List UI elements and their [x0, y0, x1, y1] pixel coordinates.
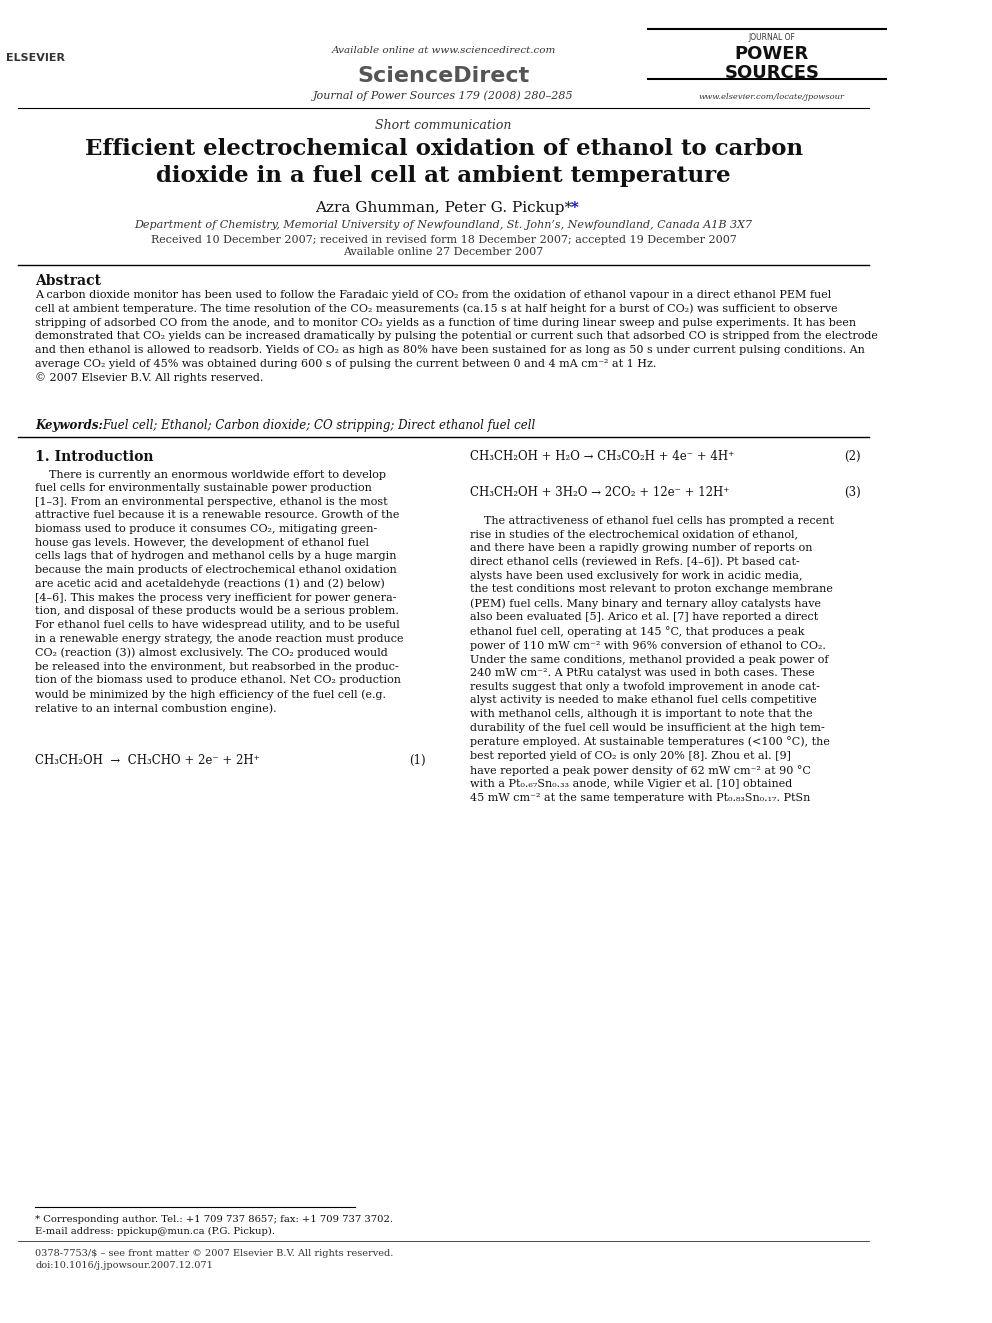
Text: Available online at www.sciencedirect.com: Available online at www.sciencedirect.co…	[331, 46, 556, 56]
Text: CH₃CH₂OH + H₂O → CH₃CO₂H + 4e⁻ + 4H⁺: CH₃CH₂OH + H₂O → CH₃CO₂H + 4e⁻ + 4H⁺	[470, 450, 734, 463]
Text: Azra Ghumman, Peter G. Pickup*: Azra Ghumman, Peter G. Pickup*	[315, 201, 572, 216]
Text: ScienceDirect: ScienceDirect	[357, 66, 530, 86]
Text: ELSEVIER: ELSEVIER	[6, 53, 65, 64]
Text: (2): (2)	[844, 450, 860, 463]
Text: 0378-7753/$ – see front matter © 2007 Elsevier B.V. All rights reserved.: 0378-7753/$ – see front matter © 2007 El…	[36, 1249, 394, 1258]
Text: Department of Chemistry, Memorial University of Newfoundland, St. John’s, Newfou: Department of Chemistry, Memorial Univer…	[135, 220, 753, 230]
Text: POWER: POWER	[735, 45, 808, 64]
Text: Available online 27 December 2007: Available online 27 December 2007	[343, 247, 544, 258]
Text: doi:10.1016/j.jpowsour.2007.12.071: doi:10.1016/j.jpowsour.2007.12.071	[36, 1261, 213, 1270]
Text: The attractiveness of ethanol fuel cells has prompted a recent
rise in studies o: The attractiveness of ethanol fuel cells…	[470, 516, 834, 803]
Text: Keywords:: Keywords:	[36, 419, 112, 433]
Text: (3): (3)	[844, 486, 860, 499]
Text: Fuel cell; Ethanol; Carbon dioxide; CO stripping; Direct ethanol fuel cell: Fuel cell; Ethanol; Carbon dioxide; CO s…	[102, 419, 536, 433]
Text: E-mail address: ppickup@mun.ca (P.G. Pickup).: E-mail address: ppickup@mun.ca (P.G. Pic…	[36, 1226, 276, 1236]
Text: Short communication: Short communication	[375, 119, 512, 132]
Text: There is currently an enormous worldwide effort to develop
fuel cells for enviro: There is currently an enormous worldwide…	[36, 470, 404, 714]
Text: JOURNAL OF: JOURNAL OF	[748, 33, 796, 42]
Text: SOURCES: SOURCES	[724, 64, 819, 82]
Text: CH₃CH₂OH  →  CH₃CHO + 2e⁻ + 2H⁺: CH₃CH₂OH → CH₃CHO + 2e⁻ + 2H⁺	[36, 754, 260, 767]
Text: Journal of Power Sources 179 (2008) 280–285: Journal of Power Sources 179 (2008) 280–…	[313, 90, 574, 101]
Text: Abstract: Abstract	[36, 274, 101, 288]
Text: * Corresponding author. Tel.: +1 709 737 8657; fax: +1 709 737 3702.: * Corresponding author. Tel.: +1 709 737…	[36, 1215, 394, 1224]
Text: Efficient electrochemical oxidation of ethanol to carbon
dioxide in a fuel cell : Efficient electrochemical oxidation of e…	[84, 138, 803, 187]
Text: (1): (1)	[410, 754, 426, 767]
Text: www.elsevier.com/locate/jpowsour: www.elsevier.com/locate/jpowsour	[698, 93, 845, 101]
Text: 1. Introduction: 1. Introduction	[36, 450, 154, 464]
Text: A carbon dioxide monitor has been used to follow the Faradaic yield of CO₂ from : A carbon dioxide monitor has been used t…	[36, 290, 878, 384]
Text: *: *	[571, 201, 578, 216]
Text: Received 10 December 2007; received in revised form 18 December 2007; accepted 1: Received 10 December 2007; received in r…	[151, 235, 736, 246]
Text: CH₃CH₂OH + 3H₂O → 2CO₂ + 12e⁻ + 12H⁺: CH₃CH₂OH + 3H₂O → 2CO₂ + 12e⁻ + 12H⁺	[470, 486, 729, 499]
